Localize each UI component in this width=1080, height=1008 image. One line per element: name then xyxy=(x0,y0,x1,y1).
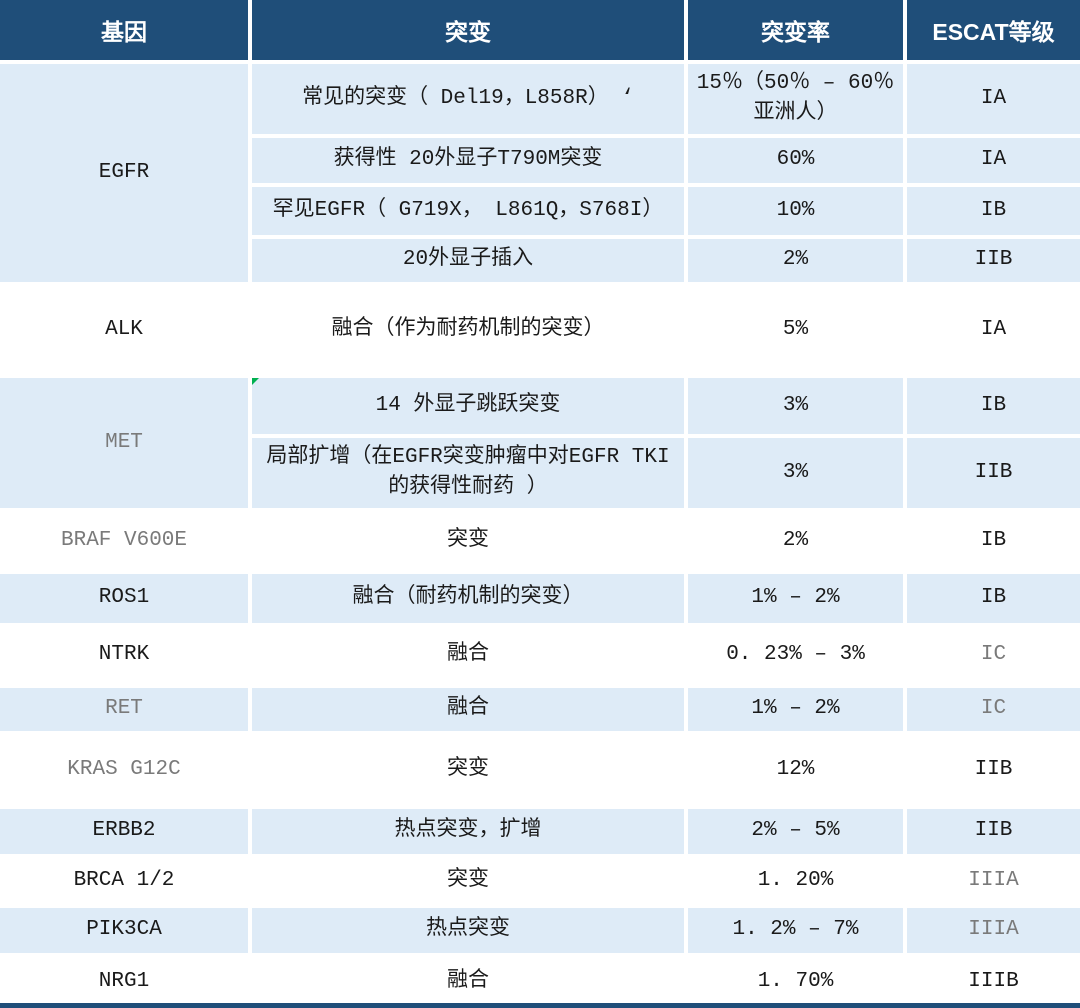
grade-cell: IIB xyxy=(907,239,1080,282)
mutation-cell: 融合（耐药机制的突变） xyxy=(252,574,684,623)
rate-cell: 2% – 5% xyxy=(688,809,903,854)
mutation-cell: 获得性 20外显子T790M突变 xyxy=(252,138,684,183)
rate-cell: 1% – 2% xyxy=(688,574,903,623)
table-row: 罕见EGFR（ G719X， L861Q，S768I） 10% IB xyxy=(0,187,1080,235)
mutation-cell: 热点突变，扩增 xyxy=(252,809,684,854)
gene-cell: EGFR xyxy=(0,64,248,282)
table-row: BRAF V600E 突变 2% IB xyxy=(0,512,1080,570)
grade-cell: IA xyxy=(907,138,1080,183)
grade-cell: IIB xyxy=(907,438,1080,508)
grade-cell: IIIA xyxy=(907,858,1080,904)
rate-cell: 1. 70% xyxy=(688,957,903,1008)
mutation-cell: 局部扩增（在EGFR突变肿瘤中对EGFR TKI的获得性耐药 ） xyxy=(252,438,684,508)
gene-cell: PIK3CA xyxy=(0,908,248,953)
rate-cell: 1% – 2% xyxy=(688,688,903,731)
grade-cell: IIB xyxy=(907,809,1080,854)
grade-cell: IC xyxy=(907,688,1080,731)
table-row: RET 融合 1% – 2% IC xyxy=(0,688,1080,731)
table-row: ERBB2 热点突变，扩增 2% – 5% IIB xyxy=(0,809,1080,854)
gene-cell: ERBB2 xyxy=(0,809,248,854)
gene-cell: BRCA 1/2 xyxy=(0,858,248,904)
grade-cell: IB xyxy=(907,574,1080,623)
rate-cell: 60% xyxy=(688,138,903,183)
rate-cell: 1. 20% xyxy=(688,858,903,904)
rate-cell: 15％（50％ – 60％ 亚洲人） xyxy=(688,64,903,134)
gene-cell: ROS1 xyxy=(0,574,248,623)
mutation-cell: 突变 xyxy=(252,512,684,570)
table-row: NTRK 融合 0. 23% – 3% IC xyxy=(0,627,1080,684)
gene-cell: MET xyxy=(0,378,248,508)
table-row: 局部扩增（在EGFR突变肿瘤中对EGFR TKI的获得性耐药 ） 3% IIB xyxy=(0,438,1080,508)
table-row: 获得性 20外显子T790M突变 60% IA xyxy=(0,138,1080,183)
comment-marker-icon xyxy=(252,378,259,385)
grade-cell: IB xyxy=(907,187,1080,235)
mutation-cell: 融合 xyxy=(252,957,684,1008)
header-row: 基因 突变 突变率 ESCAT等级 xyxy=(0,0,1080,60)
gene-cell: KRAS G12C xyxy=(0,735,248,805)
gene-cell: NRG1 xyxy=(0,957,248,1008)
table-row: EGFR 常见的突变（ Del19，L858R） ‘15％（50％ – 60％ 亚… xyxy=(0,64,1080,282)
rate-cell: 2% xyxy=(688,239,903,282)
gene-cell: ALK xyxy=(0,286,248,374)
grade-cell: IIIA xyxy=(907,908,1080,953)
rate-cell: 5% xyxy=(688,286,903,374)
rate-cell: 3% xyxy=(688,378,903,434)
rate-cell: 3% xyxy=(688,438,903,508)
table-row: KRAS G12C 突变 12% IIB xyxy=(0,735,1080,805)
grade-cell: IIB xyxy=(907,735,1080,805)
mutation-cell: 融合 xyxy=(252,627,684,684)
col-header-escat: ESCAT等级 xyxy=(907,0,1080,60)
bottom-border xyxy=(0,1003,1080,1008)
table-row: MET 14 外显子跳跃突变 3% IB xyxy=(0,378,1080,508)
mutation-cell: 14 外显子跳跃突变 xyxy=(252,378,684,434)
grade-cell: IB xyxy=(907,378,1080,434)
gene-cell: NTRK xyxy=(0,627,248,684)
rate-cell: 12% xyxy=(688,735,903,805)
mutation-cell: 常见的突变（ Del19，L858R） ‘ xyxy=(252,64,684,134)
col-header-mutation: 突变 xyxy=(252,0,684,60)
rate-cell: 0. 23% – 3% xyxy=(688,627,903,684)
table-row: PIK3CA 热点突变 1. 2% – 7% IIIA xyxy=(0,908,1080,953)
mutation-cell: 融合（作为耐药机制的突变） xyxy=(252,286,684,374)
rate-cell: 2% xyxy=(688,512,903,570)
mutation-cell: 突变 xyxy=(252,735,684,805)
mutation-cell: 融合 xyxy=(252,688,684,731)
table-row: BRCA 1/2 突变 1. 20% IIIA xyxy=(0,858,1080,904)
gene-cell: RET xyxy=(0,688,248,731)
table-row: ALK 融合（作为耐药机制的突变） 5% IA xyxy=(0,286,1080,374)
mutation-cell: 热点突变 xyxy=(252,908,684,953)
rate-cell: 1. 2% – 7% xyxy=(688,908,903,953)
grade-cell: IC xyxy=(907,627,1080,684)
grade-cell: IA xyxy=(907,286,1080,374)
mutation-cell: 突变 xyxy=(252,858,684,904)
col-header-gene: 基因 xyxy=(0,0,248,60)
gene-cell: BRAF V600E xyxy=(0,512,248,570)
col-header-rate: 突变率 xyxy=(688,0,903,60)
grade-cell: IA xyxy=(907,64,1080,134)
grade-cell: IB xyxy=(907,512,1080,570)
mutation-cell: 罕见EGFR（ G719X， L861Q，S768I） xyxy=(252,187,684,235)
table-row: 20外显子插入 2% IIB xyxy=(0,239,1080,282)
mutation-cell: 20外显子插入 xyxy=(252,239,684,282)
table-row: NRG1 融合 1. 70% IIIB xyxy=(0,957,1080,1008)
grade-cell: IIIB xyxy=(907,957,1080,1008)
rate-cell: 10% xyxy=(688,187,903,235)
table-row: ROS1 融合（耐药机制的突变） 1% – 2% IB xyxy=(0,574,1080,623)
